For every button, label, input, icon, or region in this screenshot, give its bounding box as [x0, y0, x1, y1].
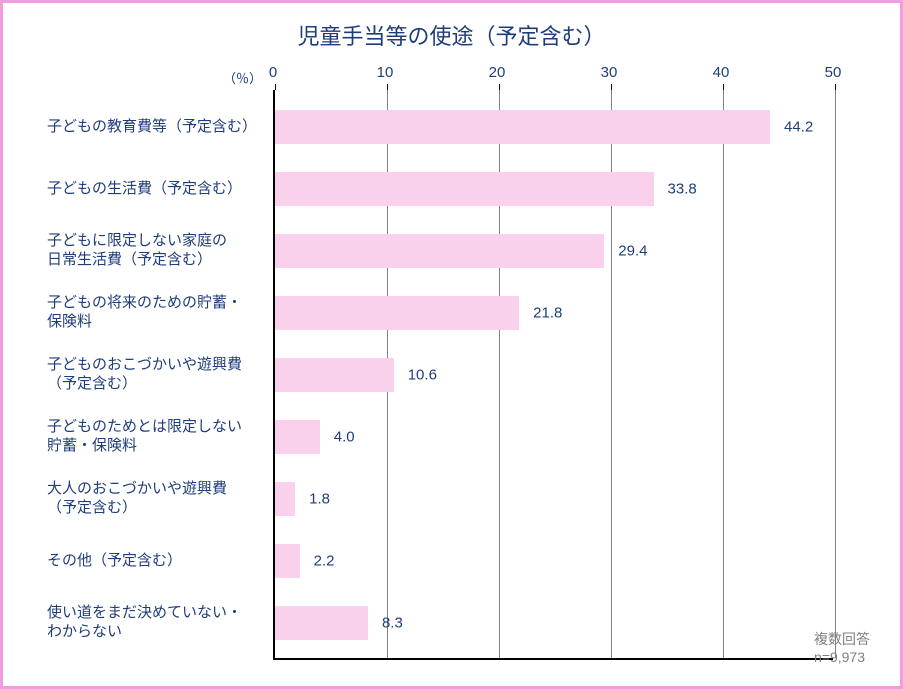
bar-value-label: 33.8: [668, 181, 697, 198]
category-label: 使い道をまだ決めていない・わからない: [47, 604, 257, 642]
bar: [275, 606, 368, 640]
category-label: 子どものためとは限定しない貯蓄・保険料: [47, 418, 257, 456]
tick-label: 0: [269, 64, 277, 81]
bar-value-label: 29.4: [618, 243, 647, 260]
bar: [275, 296, 519, 330]
chart-title: 児童手当等の使途（予定含む）: [5, 19, 898, 51]
bar-value-label: 1.8: [309, 491, 330, 508]
bar-row: 21.8: [275, 296, 833, 330]
category-label: 子どもの教育費等（予定含む）: [47, 118, 257, 137]
footer-line2: n=9,973: [814, 648, 870, 666]
tick-label: 30: [601, 64, 618, 81]
bar: [275, 234, 604, 268]
bar: [275, 482, 295, 516]
category-label: 大人のおこづかいや遊興費（予定含む）: [47, 480, 257, 518]
bar-row: 8.3: [275, 606, 833, 640]
tick-mark: [835, 84, 836, 90]
bar-value-label: 44.2: [784, 119, 813, 136]
bar-row: 29.4: [275, 234, 833, 268]
chart-frame-inner: 児童手当等の使途（予定含む） （％） 44.233.829.421.810.64…: [5, 5, 898, 684]
bar-value-label: 2.2: [314, 553, 335, 570]
category-label: 子どもの生活費（予定含む）: [47, 180, 257, 199]
bar-value-label: 21.8: [533, 305, 562, 322]
bar-value-label: 10.6: [408, 367, 437, 384]
category-label: 子どもの将来のための貯蓄・保険料: [47, 294, 257, 332]
category-label: 子どもに限定しない家庭の日常生活費（予定含む）: [47, 232, 257, 270]
gridline: [835, 90, 836, 658]
bar-row: 44.2: [275, 110, 833, 144]
tick-mark: [387, 84, 388, 90]
plot-area: 44.2 33.8 29.4 21.8 10.6 4.0 1.8 2.2 8.3: [273, 90, 833, 660]
bar: [275, 544, 300, 578]
tick-mark: [499, 84, 500, 90]
bar: [275, 358, 394, 392]
bar-value-label: 4.0: [334, 429, 355, 446]
tick-label: 50: [825, 64, 842, 81]
footer-note: 複数回答 n=9,973: [814, 630, 870, 666]
category-label: 子どものおこづかいや遊興費（予定含む）: [47, 356, 257, 394]
chart-frame-outer: 児童手当等の使途（予定含む） （％） 44.233.829.421.810.64…: [0, 0, 903, 689]
unit-label: （％）: [223, 68, 262, 87]
tick-mark: [723, 84, 724, 90]
bar-row: 33.8: [275, 172, 833, 206]
bar: [275, 420, 320, 454]
tick-label: 40: [713, 64, 730, 81]
tick-label: 10: [377, 64, 394, 81]
category-label: その他（予定含む）: [47, 552, 257, 571]
bar-row: 10.6: [275, 358, 833, 392]
bar-row: 4.0: [275, 420, 833, 454]
bar-row: 2.2: [275, 544, 833, 578]
bar: [275, 172, 654, 206]
bar-value-label: 8.3: [382, 615, 403, 632]
footer-line1: 複数回答: [814, 630, 870, 648]
tick-label: 20: [489, 64, 506, 81]
tick-mark: [275, 84, 276, 90]
bar: [275, 110, 770, 144]
tick-mark: [611, 84, 612, 90]
bar-row: 1.8: [275, 482, 833, 516]
